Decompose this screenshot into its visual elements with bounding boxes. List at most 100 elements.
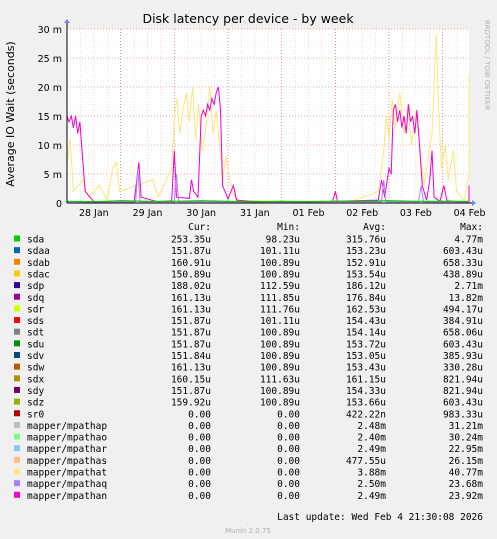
legend-value-avg: 152.91u — [346, 258, 386, 269]
legend-value-min: 0.00 — [277, 409, 300, 420]
x-tick-label: 04 Feb — [454, 208, 486, 219]
legend-value-max: 30.24m — [449, 433, 484, 444]
x-tick-label: 02 Feb — [346, 208, 378, 219]
legend-value-max: 438.89u — [443, 269, 483, 280]
legend-swatch — [14, 293, 20, 300]
legend-value-max: 983.33u — [443, 409, 483, 420]
legend-value-avg: 154.43u — [346, 316, 386, 327]
legend-value-min: 100.89u — [260, 258, 300, 269]
legend-series-name: sdv — [27, 351, 44, 362]
legend-value-min: 0.00 — [277, 456, 300, 467]
y-tick-label: 10 m — [38, 141, 62, 152]
legend-series-name: sdp — [27, 281, 44, 292]
legend-series-name: sdy — [27, 386, 44, 397]
legend-swatch — [14, 491, 20, 498]
legend-value-cur: 151.87u — [171, 339, 211, 350]
legend-swatch — [14, 468, 20, 475]
y-tick-label: 0 — [56, 199, 62, 210]
rrdtool-credit: RRDTOOL / TOBI OETIKER — [483, 20, 491, 110]
legend-value-avg: 2.40m — [357, 433, 386, 444]
legend-series-name: sdu — [27, 339, 44, 350]
legend-value-min: 111.63u — [260, 374, 300, 385]
legend-value-avg: 153.54u — [346, 269, 386, 280]
legend-series-name: sdq — [27, 293, 44, 304]
legend-value-min: 100.89u — [260, 339, 300, 350]
legend-value-avg: 153.72u — [346, 339, 386, 350]
legend-value-avg: 153.23u — [346, 246, 386, 257]
legend-series-name: sdx — [27, 374, 44, 385]
y-tick-label: 20 m — [38, 83, 62, 94]
legend-value-avg: 154.14u — [346, 328, 386, 339]
y-axis-arrow — [64, 19, 70, 23]
legend-value-max: 2.71m — [454, 281, 483, 292]
legend-value-max: 40.77m — [449, 468, 484, 479]
legend-value-cur: 151.87u — [171, 386, 211, 397]
legend-swatch — [14, 328, 20, 335]
legend-value-max: 658.33u — [443, 258, 483, 269]
legend-value-avg: 153.43u — [346, 363, 386, 374]
axes — [64, 19, 476, 206]
legend-value-cur: 0.00 — [188, 444, 211, 455]
legend-value-avg: 176.84u — [346, 293, 386, 304]
x-tick-label: 03 Feb — [400, 208, 432, 219]
legend-swatch — [14, 445, 20, 452]
legend-swatch — [14, 410, 20, 417]
legend-value-min: 0.00 — [277, 421, 300, 432]
x-tick-label: 28 Jan — [79, 208, 109, 219]
legend-header-avg: Avg: — [363, 222, 386, 233]
legend-swatch — [14, 352, 20, 358]
legend-value-min: 100.89u — [260, 328, 300, 339]
legend-value-min: 0.00 — [277, 433, 300, 444]
x-tick-label: 31 Jan — [240, 208, 270, 219]
series-line-sda — [66, 200, 469, 203]
x-tick-label: 30 Jan — [186, 208, 216, 219]
legend-value-min: 101.11u — [260, 316, 300, 327]
legend-swatch — [14, 235, 20, 242]
legend-value-max: 26.15m — [449, 456, 484, 467]
y-tick-label: 5 m — [44, 170, 62, 181]
legend-series-name: sdw — [27, 363, 44, 374]
legend-value-max: 494.17u — [443, 304, 483, 315]
legend-value-cur: 161.13u — [171, 293, 211, 304]
legend-value-cur: 0.00 — [188, 491, 211, 502]
legend-value-min: 0.00 — [277, 444, 300, 455]
legend-swatch — [14, 456, 20, 463]
legend-series-name: mapper/mpathas — [27, 456, 107, 467]
x-tick-label: 01 Feb — [293, 208, 325, 219]
legend-value-cur: 188.02u — [171, 281, 211, 292]
legend-value-max: 821.94u — [443, 374, 483, 385]
y-tick-label: 25 m — [38, 54, 62, 65]
legend-value-max: 385.93u — [443, 351, 483, 362]
legend-header-max: Max: — [460, 222, 483, 233]
legend-value-min: 98.23u — [266, 235, 300, 246]
legend-value-max: 603.43u — [443, 246, 483, 257]
legend-value-cur: 151.87u — [171, 246, 211, 257]
legend-value-cur: 253.35u — [171, 235, 211, 246]
legend-value-avg: 2.48m — [357, 421, 386, 432]
legend-value-cur: 0.00 — [188, 409, 211, 420]
legend-swatch — [14, 386, 20, 393]
series-line-mapper-mpathan — [66, 86, 470, 203]
y-tick-labels: 0 5 m 10 m 15 m 20 m 25 m 30 m — [38, 25, 62, 210]
legend-value-cur: 161.13u — [171, 363, 211, 374]
legend-series-name: sdr — [27, 304, 44, 315]
legend-value-max: 4.77m — [454, 235, 483, 246]
legend-value-avg: 2.50m — [357, 479, 386, 490]
legend-value-min: 111.76u — [260, 304, 300, 315]
legend-value-max: 330.28u — [443, 363, 483, 374]
legend-value-avg: 2.49m — [357, 491, 386, 502]
legend-swatch — [14, 258, 20, 265]
legend-series-name: mapper/mpathar — [27, 444, 107, 455]
legend-value-cur: 0.00 — [188, 421, 211, 432]
legend-series-name: mapper/mpathat — [27, 468, 107, 479]
legend-value-avg: 315.76u — [346, 235, 386, 246]
legend-value-min: 112.59u — [260, 281, 300, 292]
legend-value-cur: 151.87u — [171, 316, 211, 327]
legend-value-max: 13.82m — [449, 293, 484, 304]
legend-value-max: 22.95m — [449, 444, 484, 455]
legend-header-min: Min: — [277, 222, 300, 233]
last-update: Last update: Wed Feb 4 21:30:08 2026 — [277, 512, 483, 523]
legend-value-max: 658.06u — [443, 328, 483, 339]
legend-value-min: 100.89u — [260, 398, 300, 409]
